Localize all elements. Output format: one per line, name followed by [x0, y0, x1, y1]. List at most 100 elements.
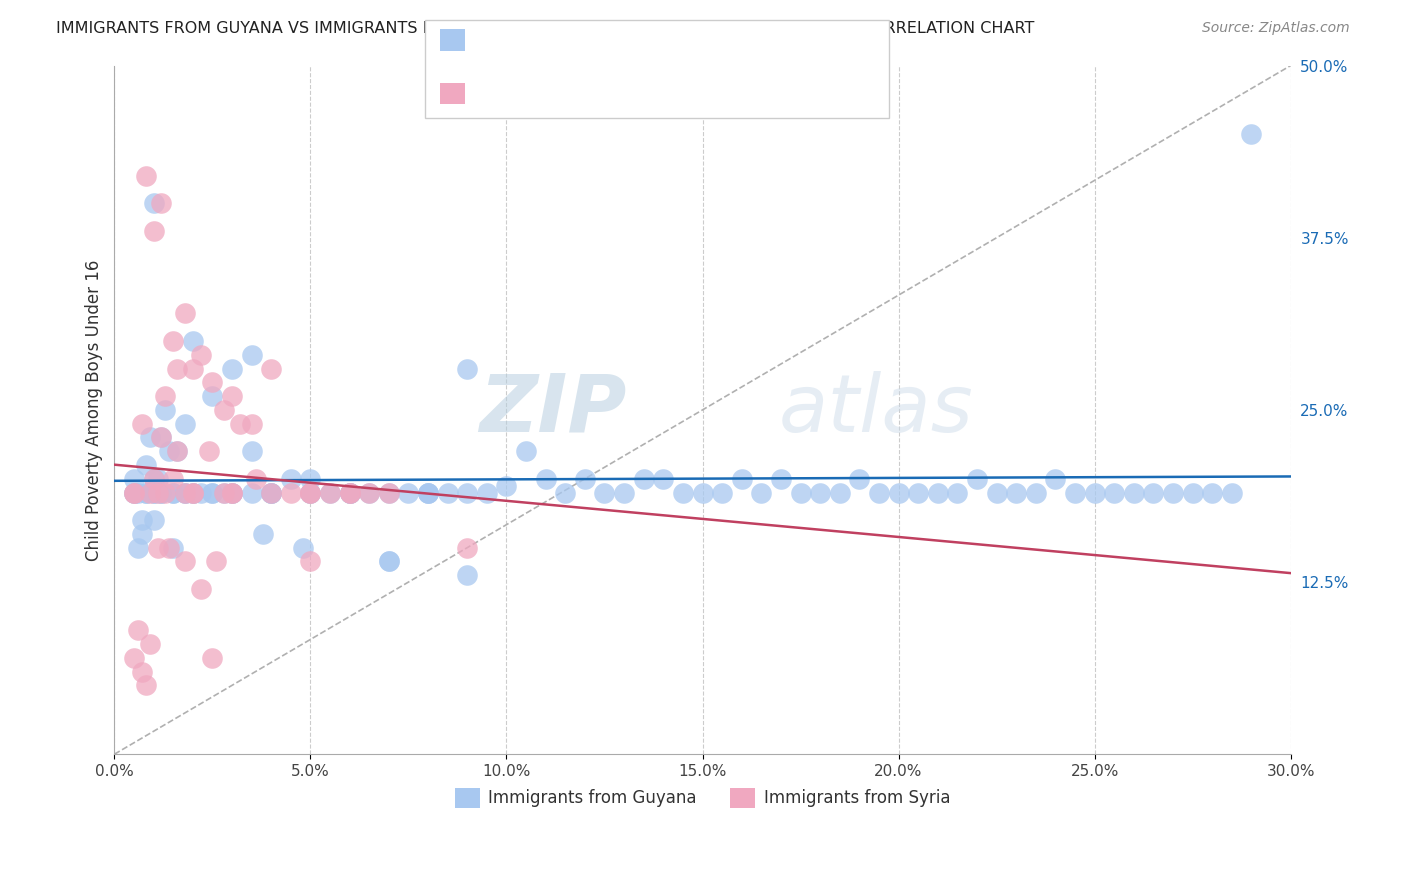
Point: [174, 485, 197, 500]
Point: [534, 472, 557, 486]
Point: [868, 485, 890, 500]
Point: [221, 485, 243, 500]
Point: [456, 485, 478, 500]
Point: [966, 472, 988, 486]
Point: [174, 554, 197, 568]
Point: [456, 541, 478, 555]
Point: [1122, 485, 1144, 500]
Point: [672, 485, 695, 500]
Point: [574, 472, 596, 486]
Point: [201, 389, 224, 403]
Point: [181, 485, 204, 500]
Point: [122, 485, 145, 500]
Point: [174, 485, 197, 500]
Point: [205, 554, 228, 568]
Point: [299, 472, 322, 486]
Point: [135, 169, 157, 183]
Point: [131, 513, 153, 527]
Point: [711, 485, 734, 500]
Point: [229, 417, 252, 431]
Point: [416, 485, 439, 500]
Point: [157, 541, 180, 555]
Point: [174, 417, 197, 431]
Point: [378, 485, 401, 500]
Point: [1142, 485, 1164, 500]
Point: [201, 376, 224, 390]
Point: [221, 361, 243, 376]
Point: [131, 526, 153, 541]
Point: [122, 650, 145, 665]
Point: [212, 485, 235, 500]
Point: [359, 485, 381, 500]
Point: [339, 485, 361, 500]
Point: [1083, 485, 1105, 500]
Point: [197, 444, 219, 458]
Point: [319, 485, 342, 500]
Point: [1102, 485, 1125, 500]
Point: [221, 389, 243, 403]
Point: [162, 472, 184, 486]
Point: [146, 485, 169, 500]
Text: N =: N =: [575, 85, 614, 103]
Text: N =: N =: [575, 31, 614, 49]
Point: [252, 526, 274, 541]
Point: [201, 485, 224, 500]
Point: [299, 485, 322, 500]
Text: IMMIGRANTS FROM GUYANA VS IMMIGRANTS FROM SYRIA CHILD POVERTY AMONG BOYS UNDER 1: IMMIGRANTS FROM GUYANA VS IMMIGRANTS FRO…: [56, 21, 1035, 36]
Point: [260, 485, 283, 500]
Point: [260, 485, 283, 500]
Point: [142, 485, 165, 500]
Point: [212, 485, 235, 500]
Point: [299, 485, 322, 500]
Point: [554, 485, 576, 500]
Point: [339, 485, 361, 500]
Point: [1181, 485, 1204, 500]
Point: [769, 472, 792, 486]
Point: [240, 348, 263, 362]
Point: [280, 472, 302, 486]
Text: atlas: atlas: [779, 371, 974, 449]
Point: [212, 403, 235, 417]
Point: [593, 485, 616, 500]
Point: [339, 485, 361, 500]
Point: [378, 485, 401, 500]
Point: [190, 348, 212, 362]
Point: [135, 458, 157, 472]
Point: [299, 485, 322, 500]
Point: [260, 361, 283, 376]
Point: [946, 485, 969, 500]
Point: [181, 485, 204, 500]
Point: [907, 485, 929, 500]
Point: [122, 485, 145, 500]
Point: [181, 485, 204, 500]
Point: [131, 665, 153, 679]
Point: [613, 485, 636, 500]
Point: [201, 485, 224, 500]
Point: [166, 444, 188, 458]
Point: [131, 417, 153, 431]
Point: [652, 472, 675, 486]
Point: [135, 485, 157, 500]
Point: [174, 485, 197, 500]
Point: [398, 485, 420, 500]
Point: [240, 485, 263, 500]
Point: [436, 485, 458, 500]
Point: [280, 485, 302, 500]
Point: [633, 472, 655, 486]
Point: [221, 485, 243, 500]
Point: [299, 554, 322, 568]
Point: [515, 444, 537, 458]
Point: [1005, 485, 1028, 500]
Point: [299, 485, 322, 500]
Point: [456, 568, 478, 582]
Point: [138, 430, 160, 444]
Point: [986, 485, 1008, 500]
Point: [150, 430, 173, 444]
Point: [359, 485, 381, 500]
Point: [127, 485, 149, 500]
Point: [828, 485, 851, 500]
Point: [848, 472, 870, 486]
Point: [456, 361, 478, 376]
Point: [142, 513, 165, 527]
Point: [150, 485, 173, 500]
